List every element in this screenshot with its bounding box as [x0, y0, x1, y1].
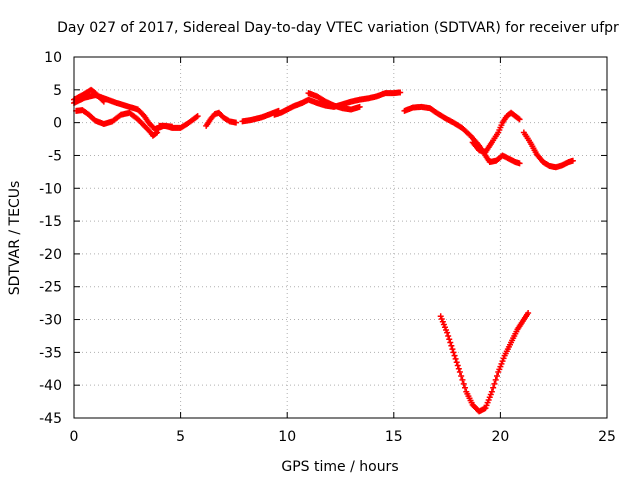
- y-tick-label: -30: [39, 313, 62, 329]
- y-tick-label: 10: [44, 50, 62, 66]
- data-point: [193, 113, 200, 120]
- y-tick-label: 5: [53, 83, 62, 99]
- data-point: [453, 359, 460, 366]
- data-point: [450, 349, 457, 356]
- data-point: [516, 116, 523, 123]
- data-point: [569, 157, 576, 164]
- y-tick-label: -35: [39, 345, 62, 361]
- y-axis-label: SDTVAR / TECUs: [7, 181, 23, 296]
- data-track-10: [437, 309, 532, 415]
- data-point: [460, 380, 467, 387]
- data-point: [445, 332, 452, 339]
- data-track-8: [469, 109, 523, 156]
- data-point: [99, 97, 106, 104]
- data-point: [446, 336, 453, 343]
- data-track-3: [203, 109, 240, 129]
- plot-frame: [73, 56, 608, 419]
- data-point: [153, 130, 160, 137]
- x-axis-label: GPS time / hours: [281, 459, 398, 475]
- data-point: [448, 342, 455, 349]
- y-tick-label: 0: [53, 116, 62, 132]
- y-tick-label: -40: [39, 378, 62, 394]
- data-point: [449, 346, 456, 353]
- data-point: [397, 89, 404, 96]
- y-tick-label: -15: [39, 214, 62, 230]
- y-tick-label: -45: [39, 411, 62, 427]
- data-point: [515, 115, 522, 122]
- data-point: [100, 98, 107, 105]
- data-markers: [71, 86, 576, 415]
- data-point: [516, 160, 523, 167]
- data-point: [455, 365, 462, 372]
- data-point: [444, 329, 451, 336]
- data-point: [488, 388, 495, 395]
- y-tick-label: -20: [39, 247, 62, 263]
- data-point: [194, 113, 201, 120]
- data-point: [493, 372, 500, 379]
- data-point: [451, 352, 458, 359]
- data-point: [154, 129, 161, 136]
- y-tick-label: -25: [39, 280, 62, 296]
- x-tick-label: 10: [278, 429, 296, 445]
- data-point: [458, 372, 465, 379]
- data-point: [456, 369, 463, 376]
- series-0: [71, 86, 576, 415]
- data-point: [356, 103, 363, 110]
- data-point: [155, 126, 162, 133]
- data-point: [490, 384, 497, 391]
- data-point: [452, 355, 459, 362]
- data-point: [462, 384, 469, 391]
- x-tick-label: 20: [491, 429, 509, 445]
- chart-title: Day 027 of 2017, Sidereal Day-to-day VTE…: [57, 20, 619, 36]
- y-tick-label: -5: [48, 148, 62, 164]
- data-track-2: [73, 107, 201, 139]
- data-track-7: [401, 103, 523, 167]
- x-tick-label: 25: [598, 429, 616, 445]
- data-track-6: [305, 90, 363, 113]
- data-track-5: [271, 89, 404, 118]
- grid-lines: [74, 57, 607, 418]
- x-tick-label: 0: [70, 429, 79, 445]
- data-point: [233, 119, 240, 126]
- data-point: [525, 309, 532, 316]
- data-point: [454, 362, 461, 369]
- data-point: [491, 380, 498, 387]
- y-tick-label: -10: [39, 181, 62, 197]
- data-track-9: [520, 129, 576, 171]
- data-point: [447, 339, 454, 346]
- x-tick-label: 5: [176, 429, 185, 445]
- data-point: [459, 376, 466, 383]
- x-tick-label: 15: [385, 429, 403, 445]
- axis-ticks: 0 5 10 15 20 25 10 5 0 -5 -10 -15 -20 -25 -30 -35 -40 -45: [39, 50, 616, 445]
- data-point: [492, 376, 499, 383]
